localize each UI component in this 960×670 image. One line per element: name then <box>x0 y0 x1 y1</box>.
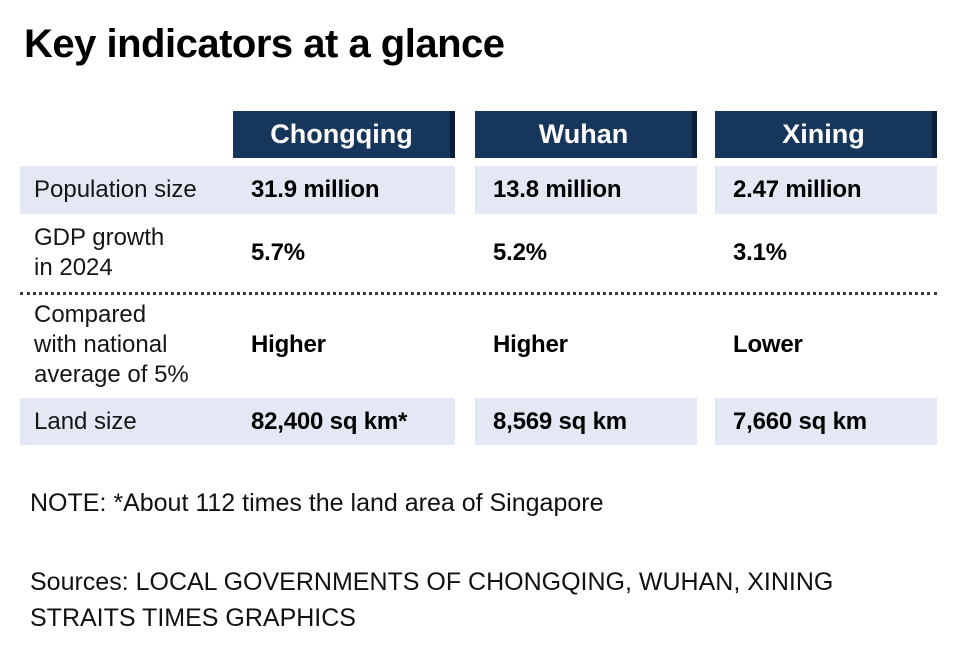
cell-average-chongqing: Higher <box>251 331 326 358</box>
column-gap <box>455 111 475 158</box>
cell-gdp-chongqing: 5.7% <box>251 239 305 266</box>
column-gap <box>455 166 475 214</box>
column-header-chongqing: Chongqing <box>233 111 455 158</box>
cell-gdp-xining: 3.1% <box>733 239 787 266</box>
column-gap <box>697 398 715 445</box>
column-gap <box>697 166 715 214</box>
column-gap <box>455 398 475 445</box>
row-label-gdp-growth: GDP growth in 2024 <box>34 224 165 281</box>
cell-population-xining: 2.47 million <box>715 166 937 214</box>
cell-population-wuhan: 13.8 million <box>475 166 697 214</box>
column-gap <box>455 214 475 292</box>
dotted-divider <box>20 292 937 295</box>
cell-average-xining: Lower <box>733 331 803 358</box>
table-corner-spacer <box>20 111 233 158</box>
cell-land-xining: 7,660 sq km <box>715 398 937 445</box>
sources-text: Sources: LOCAL GOVERNMENTS OF CHONGQING,… <box>30 568 834 633</box>
cell-land-wuhan: 8,569 sq km <box>475 398 697 445</box>
note-text: NOTE: *About 112 times the land area of … <box>30 489 604 517</box>
column-gap <box>697 111 715 158</box>
key-indicators-table: Chongqing Wuhan Xining Population size 3… <box>20 111 937 445</box>
column-header-wuhan: Wuhan <box>475 111 697 158</box>
cell-average-wuhan: Higher <box>493 331 568 358</box>
column-header-xining: Xining <box>715 111 937 158</box>
cell-land-chongqing: 82,400 sq km* <box>233 398 455 445</box>
cell-gdp-wuhan: 5.2% <box>493 239 547 266</box>
column-gap <box>697 214 715 292</box>
page-title: Key indicators at a glance <box>24 22 505 66</box>
header-body-spacer <box>20 158 937 166</box>
column-gap <box>455 292 475 398</box>
row-label-national-average: Compared with national average of 5% <box>34 301 189 388</box>
column-gap <box>697 292 715 398</box>
cell-population-chongqing: 31.9 million <box>233 166 455 214</box>
row-label-land-size: Land size <box>20 398 233 445</box>
row-label-population-size: Population size <box>20 166 233 214</box>
